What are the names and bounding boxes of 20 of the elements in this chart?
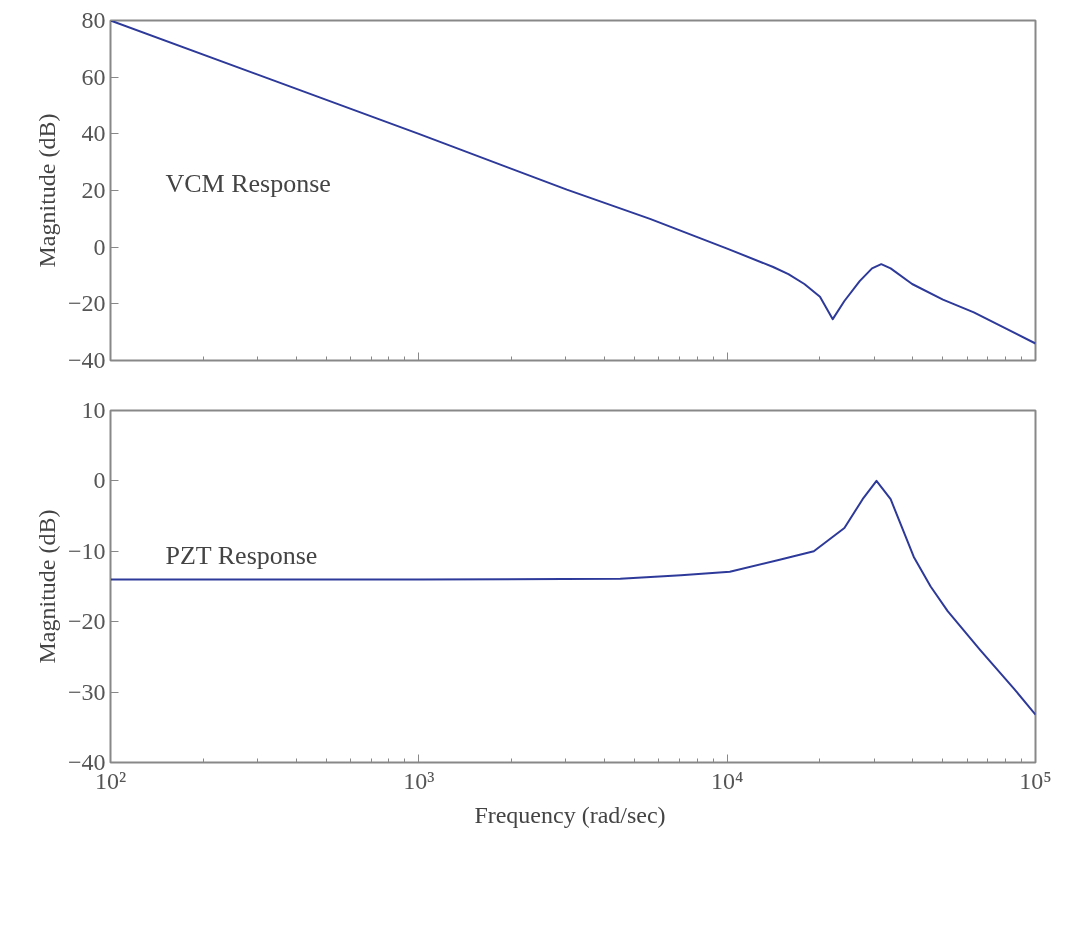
y-tick-label: 10: [81, 397, 106, 423]
y-tick-label: 80: [81, 7, 106, 33]
annotation: PZT Response: [165, 540, 318, 570]
y-tick-label: −30: [67, 678, 106, 705]
y-tick-label: 40: [81, 120, 106, 147]
y-tick-label: 20: [81, 177, 106, 203]
y-tick-label: 0: [93, 467, 106, 494]
x-tick-label: 10³: [403, 767, 435, 794]
y-tick-label: −20: [67, 608, 106, 635]
y-axis-title: Magnitude (dB): [33, 113, 60, 268]
x-axis-title: Frequency (rad/sec): [474, 801, 666, 828]
y-tick-label: −40: [67, 347, 106, 373]
y-axis-title: Magnitude (dB): [33, 509, 60, 664]
y-tick-label: 60: [81, 63, 106, 90]
y-tick-label: 0: [93, 233, 106, 260]
y-tick-label: −20: [67, 290, 106, 317]
y-tick-label: −10: [67, 537, 106, 564]
x-tick-label: 10⁴: [710, 767, 744, 794]
annotation: VCM Response: [165, 169, 331, 198]
x-tick-label: 10⁵: [1019, 767, 1052, 794]
